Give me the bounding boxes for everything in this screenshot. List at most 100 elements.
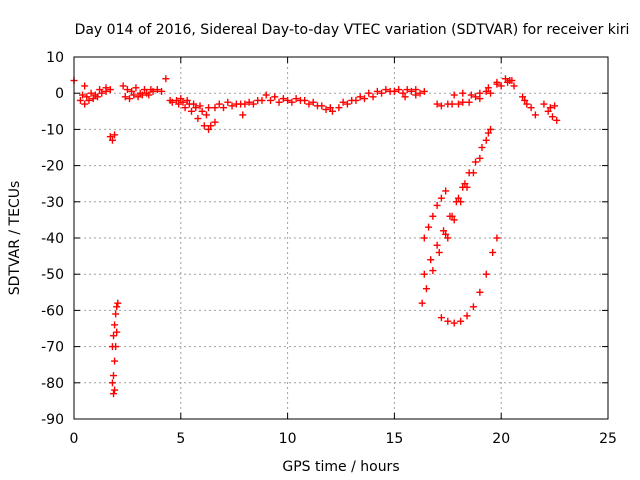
data-point: [442, 230, 450, 238]
data-point: [521, 96, 529, 104]
y-tick-label: 0: [55, 86, 64, 102]
data-point: [440, 227, 448, 235]
data-point: [192, 104, 200, 112]
x-tick-label: 10: [279, 431, 297, 447]
data-point: [420, 87, 428, 95]
data-point: [215, 100, 223, 108]
data-point: [478, 144, 486, 151]
data-point: [211, 104, 219, 112]
data-point: [454, 100, 462, 108]
data-point: [472, 93, 480, 101]
data-point: [429, 267, 437, 275]
data-point: [254, 96, 262, 104]
y-tick-label: -70: [41, 340, 64, 356]
y-tick-label: -40: [41, 231, 64, 247]
data-point: [121, 93, 129, 101]
data-point: [489, 248, 497, 256]
data-point: [450, 91, 458, 99]
data-point: [356, 93, 364, 101]
data-point: [465, 98, 473, 106]
data-point: [239, 111, 247, 119]
data-point: [168, 98, 176, 106]
data-point: [108, 379, 116, 387]
x-tick-label: 5: [176, 431, 185, 447]
data-point: [224, 98, 232, 106]
y-tick-label: -90: [41, 412, 64, 428]
data-point: [437, 102, 445, 110]
data-point: [91, 91, 99, 99]
data-point: [153, 86, 161, 94]
data-point: [79, 91, 87, 99]
data-point: [463, 312, 471, 320]
data-point: [382, 86, 390, 94]
data-point: [249, 100, 257, 108]
data-point: [444, 234, 452, 242]
data-point: [211, 118, 219, 126]
data-point: [407, 87, 415, 95]
data-point: [228, 102, 236, 110]
grid-lines: [74, 57, 608, 419]
data-point: [484, 129, 492, 137]
data-point: [427, 256, 435, 264]
data-point: [487, 125, 495, 133]
data-point: [183, 96, 191, 104]
data-point: [205, 125, 213, 133]
data-point: [143, 89, 151, 97]
data-point: [98, 89, 106, 97]
data-point: [369, 93, 377, 101]
x-tick-label: 20: [492, 431, 510, 447]
y-axis-label: SDTVAR / TECUs: [7, 181, 23, 296]
data-point: [198, 107, 206, 115]
data-point: [110, 372, 118, 380]
data-point: [459, 89, 467, 97]
y-tick-label: 10: [46, 50, 64, 66]
data-point: [179, 98, 187, 106]
data-point: [401, 93, 409, 101]
data-point: [390, 87, 398, 95]
data-point: [110, 390, 118, 398]
data-point: [435, 248, 443, 256]
data-point: [181, 104, 189, 112]
data-point: [271, 93, 279, 101]
data-point: [196, 102, 204, 110]
data-point: [422, 285, 430, 293]
data-point: [454, 194, 462, 202]
data-point: [429, 212, 437, 220]
data-point: [112, 310, 120, 318]
data-point: [527, 104, 535, 112]
data-point: [343, 100, 351, 108]
data-point: [360, 95, 368, 103]
data-point: [111, 131, 119, 139]
data-point: [177, 95, 185, 103]
data-point: [546, 104, 554, 112]
data-point: [119, 82, 127, 90]
data-point: [102, 84, 110, 92]
data-point: [373, 87, 381, 95]
data-point: [484, 84, 492, 92]
data-point: [433, 201, 441, 209]
data-point: [284, 96, 292, 104]
data-point: [420, 234, 428, 242]
data-point: [114, 299, 122, 307]
data-point: [134, 93, 142, 101]
y-tick-label: -60: [41, 303, 64, 319]
x-axis-label: GPS time / hours: [282, 459, 399, 475]
data-point: [140, 86, 148, 94]
data-point: [130, 91, 138, 99]
x-tick-label: 15: [385, 431, 403, 447]
data-point: [425, 223, 433, 231]
data-point: [158, 87, 166, 95]
x-tick-label: 0: [70, 431, 79, 447]
data-point: [461, 180, 469, 188]
data-point: [412, 91, 420, 99]
data-point: [508, 77, 516, 85]
data-point: [173, 96, 181, 104]
y-tick-label: -50: [41, 267, 64, 283]
data-point: [476, 288, 484, 296]
data-point: [292, 95, 300, 103]
data-point: [147, 86, 155, 94]
data-point: [267, 96, 275, 104]
data-point: [237, 100, 245, 108]
data-point: [111, 321, 119, 329]
data-point: [106, 86, 114, 94]
